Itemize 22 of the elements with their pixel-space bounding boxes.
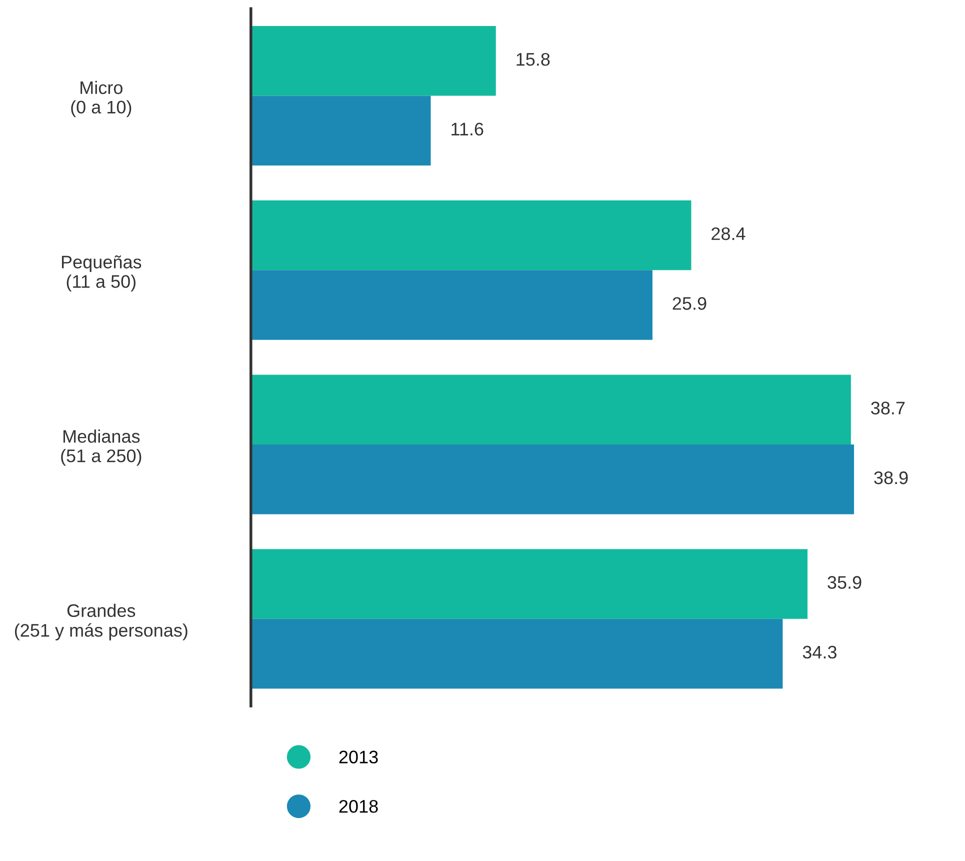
data-label: 11.6 [452,122,484,136]
data-label: 38.7 [871,402,905,414]
y-tick-label: Micro (0 a 10) [71,80,132,118]
data-label: 15.8 [516,52,550,66]
bar [250,549,808,619]
bar [250,444,854,514]
data-label: 25.9 [672,297,706,310]
legend-label: 2013 [339,750,378,764]
legend-label: 2018 [339,800,378,813]
bar [250,374,851,444]
data-label: 34.3 [802,646,836,659]
bar [250,618,783,689]
y-tick-label: Pequeñas (11 a 50) [62,255,142,292]
y-tick-label: Medianas (51 a 250) [61,430,142,466]
data-label: 35.9 [828,576,862,589]
bar [250,200,692,270]
bar [250,96,431,166]
bar [250,270,652,340]
data-label: 28.4 [712,227,746,240]
data-label: 38.9 [874,471,908,484]
bar [250,26,496,96]
y-tick-label: Grandes (251 y más personas) [14,604,188,640]
